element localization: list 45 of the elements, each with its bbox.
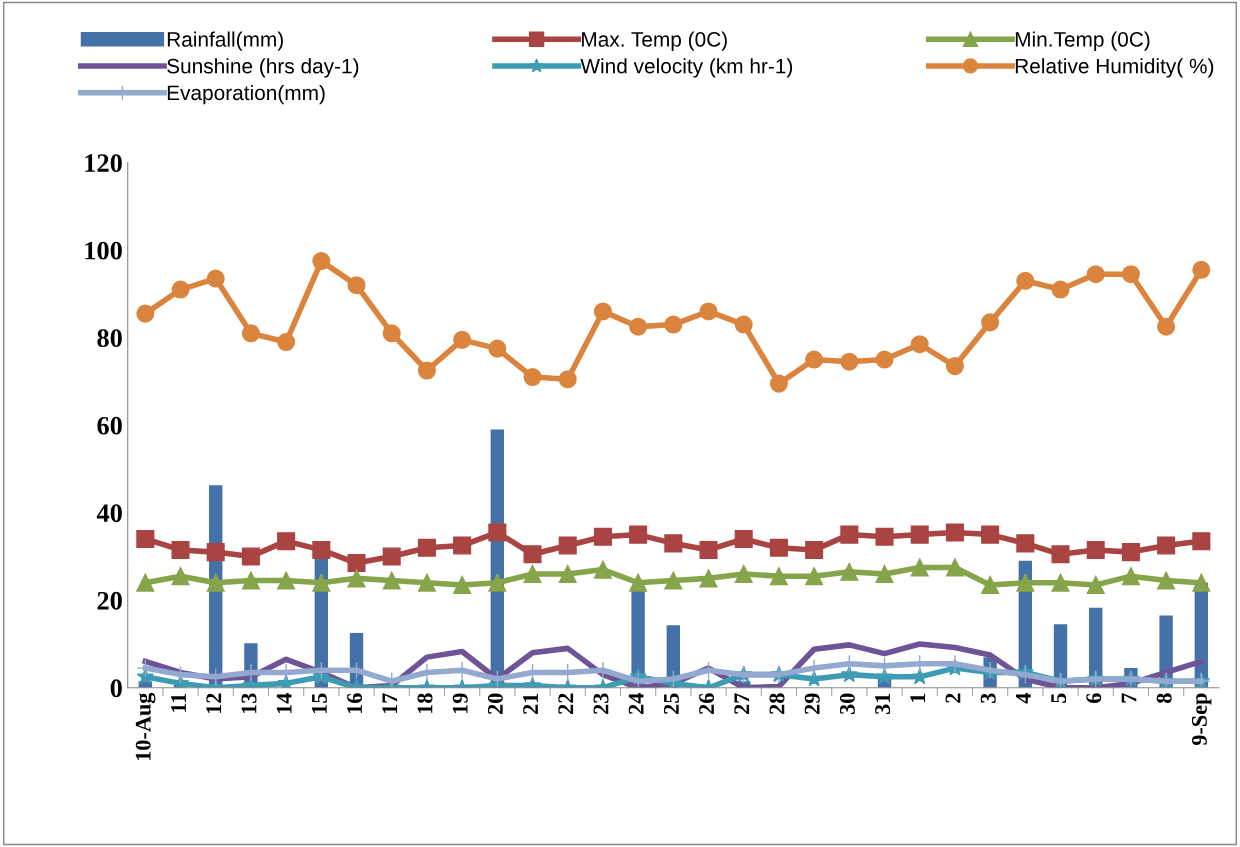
legend-label: Relative Humidity( %) [1015,58,1214,78]
x-tick-label: 25 [663,693,679,714]
x-tick-label: 29 [804,693,820,714]
x-tick-label: 3 [980,693,996,703]
x-tick-label: 5 [1051,693,1067,703]
x-tick-label: 30 [839,693,855,715]
legend-label: Max. Temp (0C) [582,31,727,51]
y-tick-label: 120 [85,154,122,173]
x-tick-label: 14 [276,693,292,714]
legend-label: Min.Temp (0C) [1015,31,1150,51]
x-tick-label: 22 [558,693,574,714]
x-tick-label: 17 [382,693,398,714]
x-tick-label: 1 [910,693,926,702]
y-tick-label: 40 [96,504,122,523]
x-tick-label: 28 [769,693,785,714]
x-tick-label: 21 [523,693,538,714]
y-tick-label: 100 [85,241,122,260]
x-tick-label: 19 [452,693,468,714]
legend-label: Sunshine (hrs day-1) [167,58,359,78]
x-tick-label: 24 [628,693,644,714]
y-tick-label: 0 [110,679,122,698]
x-tick-label: 7 [1121,693,1137,703]
x-tick-label: 15 [311,693,327,714]
x-tick-label: 10-Aug [135,692,156,760]
y-tick-label: 20 [97,591,122,610]
x-tick-label: 23 [593,693,609,714]
x-tick-label: 4 [1016,693,1031,704]
x-tick-label: 8 [1156,693,1172,703]
x-tick-label: 16 [347,693,363,714]
x-tick-label: 11 [171,693,186,712]
x-tick-label: 9-Sep [1191,693,1212,746]
x-tick-label: 26 [699,693,715,714]
x-tick-label: 18 [417,693,433,714]
x-tick-label: 2 [945,693,961,703]
legend-label: Rainfall(mm) [167,31,283,51]
y-tick-label: 80 [97,329,122,348]
y-tick-label: 60 [97,416,122,435]
x-tick-label: 20 [487,693,503,714]
x-tick-label: 12 [206,693,222,714]
x-tick-label: 27 [734,693,750,714]
x-tick-label: 31 [875,693,891,715]
legend-label: Wind velocity (km hr-1) [580,58,793,78]
x-tick-label: 13 [241,693,257,714]
x-tick-label: 6 [1086,693,1102,703]
legend-label: Evaporation(mm) [167,84,325,105]
